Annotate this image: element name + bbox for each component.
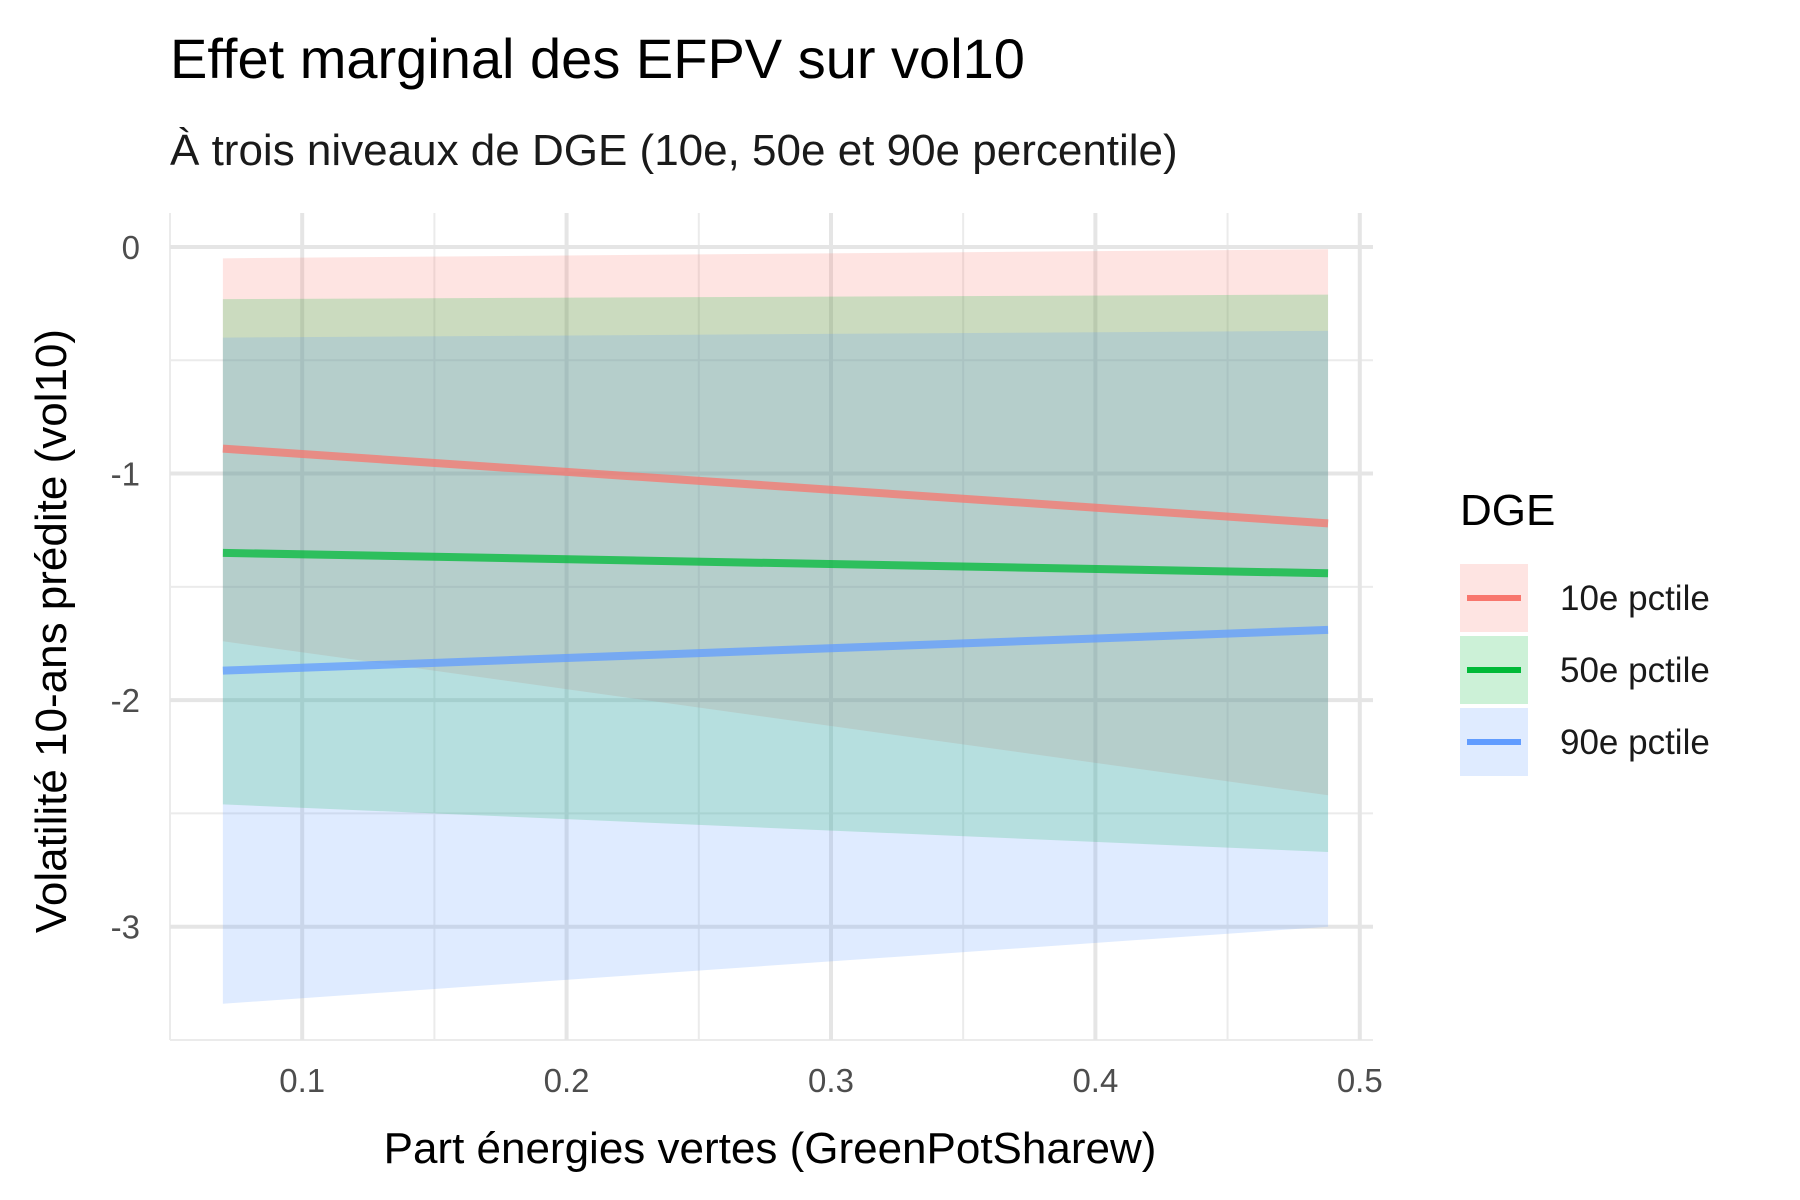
legend-item: 90e pctile: [1460, 708, 1710, 776]
ribbon-series-2: [222, 294, 1329, 852]
legend-items: 10e pctile 50e pctile 90e pctile: [1460, 564, 1710, 776]
chart-title: Effet marginal des EFPV sur vol10: [170, 27, 1025, 90]
x-tick-label: 0.4: [1072, 1062, 1118, 1099]
line-series-2: [222, 548, 1329, 578]
ribbon-series-3: [222, 330, 1329, 1004]
x-axis-ticks: 0.1 0.2 0.3 0.4 0.5: [279, 1062, 1382, 1099]
y-tick-label: 0: [122, 229, 140, 266]
series-lines: [222, 444, 1329, 675]
y-tick-label: -2: [111, 682, 140, 719]
legend-item: 10e pctile: [1460, 564, 1710, 632]
legend-item: 50e pctile: [1460, 636, 1710, 704]
y-tick-label: -3: [111, 909, 140, 946]
x-tick-label: 0.5: [1337, 1062, 1383, 1099]
y-axis-title: Volatilité 10-ans prédite (vol10): [27, 329, 76, 933]
line-series-1: [222, 444, 1329, 528]
x-tick-label: 0.2: [544, 1062, 590, 1099]
legend: DGE 10e pctile 50e pctile 90e pctile: [1460, 486, 1710, 776]
legend-label: 90e pctile: [1560, 723, 1710, 762]
legend-title: DGE: [1460, 486, 1555, 535]
confidence-ribbons: [222, 249, 1329, 1004]
x-tick-label: 0.1: [279, 1062, 325, 1099]
line-series-3: [222, 625, 1329, 675]
legend-label: 10e pctile: [1560, 579, 1710, 618]
y-axis-ticks: 0 -1 -2 -3: [111, 229, 140, 946]
chart-subtitle: À trois niveaux de DGE (10e, 50e et 90e …: [170, 126, 1178, 175]
legend-label: 50e pctile: [1560, 651, 1710, 690]
x-axis-title: Part énergies vertes (GreenPotSharew): [384, 1124, 1157, 1173]
y-tick-label: -1: [111, 456, 140, 493]
x-tick-label: 0.3: [808, 1062, 854, 1099]
grid-lines: [169, 213, 1373, 1041]
